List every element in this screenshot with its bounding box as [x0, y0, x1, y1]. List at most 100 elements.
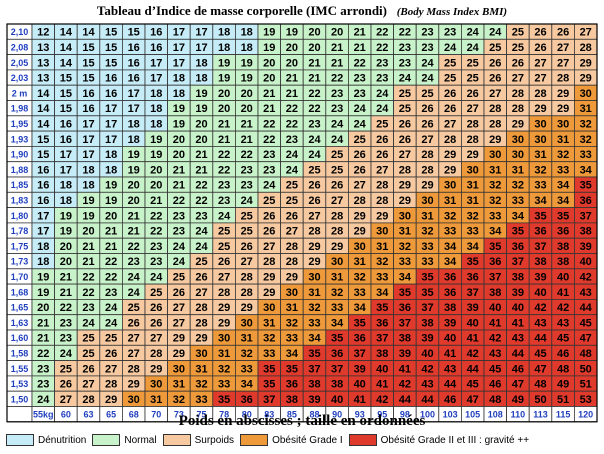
bmi-value: 37	[399, 317, 411, 329]
bmi-value: 27	[263, 241, 275, 253]
legend-label: Obésité Grade I	[272, 434, 343, 446]
bmi-value: 20	[286, 57, 298, 69]
bmi-value: 14	[60, 27, 73, 39]
bmi-value: 20	[241, 88, 253, 100]
bmi-value: 41	[354, 394, 366, 406]
bmi-value: 37	[263, 394, 275, 406]
bmi-value: 30	[354, 241, 366, 253]
bmi-value: 15	[82, 73, 94, 85]
bmi-value: 40	[467, 317, 479, 329]
bmi-value: 27	[331, 195, 343, 207]
bmi-value: 28	[489, 103, 501, 115]
bmi-value: 18	[218, 27, 230, 39]
bmi-value: 32	[241, 348, 253, 360]
bmi-value: 24	[399, 73, 412, 85]
bmi-value: 21	[241, 118, 253, 130]
bmi-value: 20	[218, 88, 230, 100]
row-label: 1,63	[11, 318, 29, 328]
bmi-value: 30	[580, 88, 592, 100]
bmi-value: 27	[173, 317, 185, 329]
bmi-value: 33	[218, 379, 230, 391]
bmi-value: 27	[421, 134, 433, 146]
row-label: 1,65	[11, 303, 29, 313]
bmi-value: 23	[241, 164, 253, 176]
legend-swatch	[6, 434, 34, 446]
bmi-value: 26	[150, 317, 162, 329]
bmi-value: 30	[421, 195, 433, 207]
bmi-value: 23	[173, 210, 185, 222]
bmi-value: 17	[105, 118, 117, 130]
bmi-value: 33	[331, 302, 343, 314]
bmi-value: 15	[105, 57, 117, 69]
bmi-value: 29	[354, 210, 366, 222]
bmi-value: 24	[467, 27, 480, 39]
bmi-value: 23	[218, 180, 230, 192]
column-label: 103	[443, 410, 458, 420]
bmi-value: 27	[82, 379, 94, 391]
bmi-value: 22	[354, 57, 366, 69]
bmi-value: 27	[218, 271, 230, 283]
bmi-value: 28	[467, 134, 479, 146]
bmi-value: 25	[308, 164, 320, 176]
bmi-value: 28	[331, 226, 343, 238]
bmi-value: 28	[512, 103, 524, 115]
bmi-value: 30	[512, 134, 524, 146]
row-label: 1,58	[11, 348, 29, 358]
bmi-value: 19	[150, 134, 162, 146]
bmi-value: 25	[467, 57, 479, 69]
bmi-value: 26	[534, 27, 546, 39]
bmi-value: 18	[195, 57, 207, 69]
bmi-value: 32	[444, 210, 456, 222]
bmi-value: 27	[489, 88, 501, 100]
bmi-value: 26	[82, 363, 94, 375]
bmi-value: 33	[534, 180, 546, 192]
bmi-value: 26	[557, 27, 569, 39]
bmi-value: 29	[489, 134, 501, 146]
bmi-value: 17	[37, 226, 49, 238]
bmi-value: 25	[286, 180, 298, 192]
bmi-value: 24	[173, 241, 186, 253]
bmi-value: 45	[580, 317, 592, 329]
bmi-value: 39	[467, 302, 479, 314]
bmi-value: 21	[331, 57, 343, 69]
bmi-value: 19	[105, 180, 117, 192]
bmi-value: 24	[128, 287, 141, 299]
bmi-value: 26	[354, 149, 366, 161]
bmi-value: 30	[173, 363, 185, 375]
bmi-value: 47	[512, 379, 524, 391]
bmi-value: 20	[173, 134, 185, 146]
bmi-value: 25	[444, 73, 456, 85]
bmi-value: 34	[399, 271, 412, 283]
bmi-value: 27	[60, 394, 72, 406]
bmi-value: 29	[173, 348, 185, 360]
bmi-value: 18	[37, 256, 49, 268]
bmi-value: 17	[105, 103, 117, 115]
row-label: 1,78	[11, 226, 29, 236]
bmi-value: 45	[557, 333, 569, 345]
bmi-value: 29	[534, 103, 546, 115]
row-label: 1,68	[11, 287, 29, 297]
bmi-value: 29	[580, 57, 592, 69]
bmi-value: 26	[263, 210, 275, 222]
column-label: 83	[264, 410, 274, 420]
bmi-value: 31	[263, 317, 275, 329]
row-label: 1,60	[11, 333, 29, 343]
bmi-value: 31	[173, 379, 185, 391]
bmi-value: 41	[489, 317, 501, 329]
bmi-value: 34	[467, 241, 480, 253]
bmi-value: 19	[82, 195, 94, 207]
bmi-value: 40	[331, 394, 343, 406]
bmi-value: 26	[195, 271, 207, 283]
bmi-value: 20	[60, 241, 72, 253]
bmi-value: 33	[512, 195, 524, 207]
bmi-value: 18	[150, 118, 162, 130]
bmi-value: 35	[580, 180, 592, 192]
bmi-value: 22	[173, 195, 185, 207]
bmi-value: 32	[467, 210, 479, 222]
bmi-value: 32	[489, 195, 501, 207]
bmi-value: 16	[105, 88, 117, 100]
bmi-value: 26	[150, 302, 162, 314]
bmi-value: 17	[173, 57, 185, 69]
bmi-value: 19	[218, 57, 230, 69]
bmi-value: 19	[218, 73, 230, 85]
